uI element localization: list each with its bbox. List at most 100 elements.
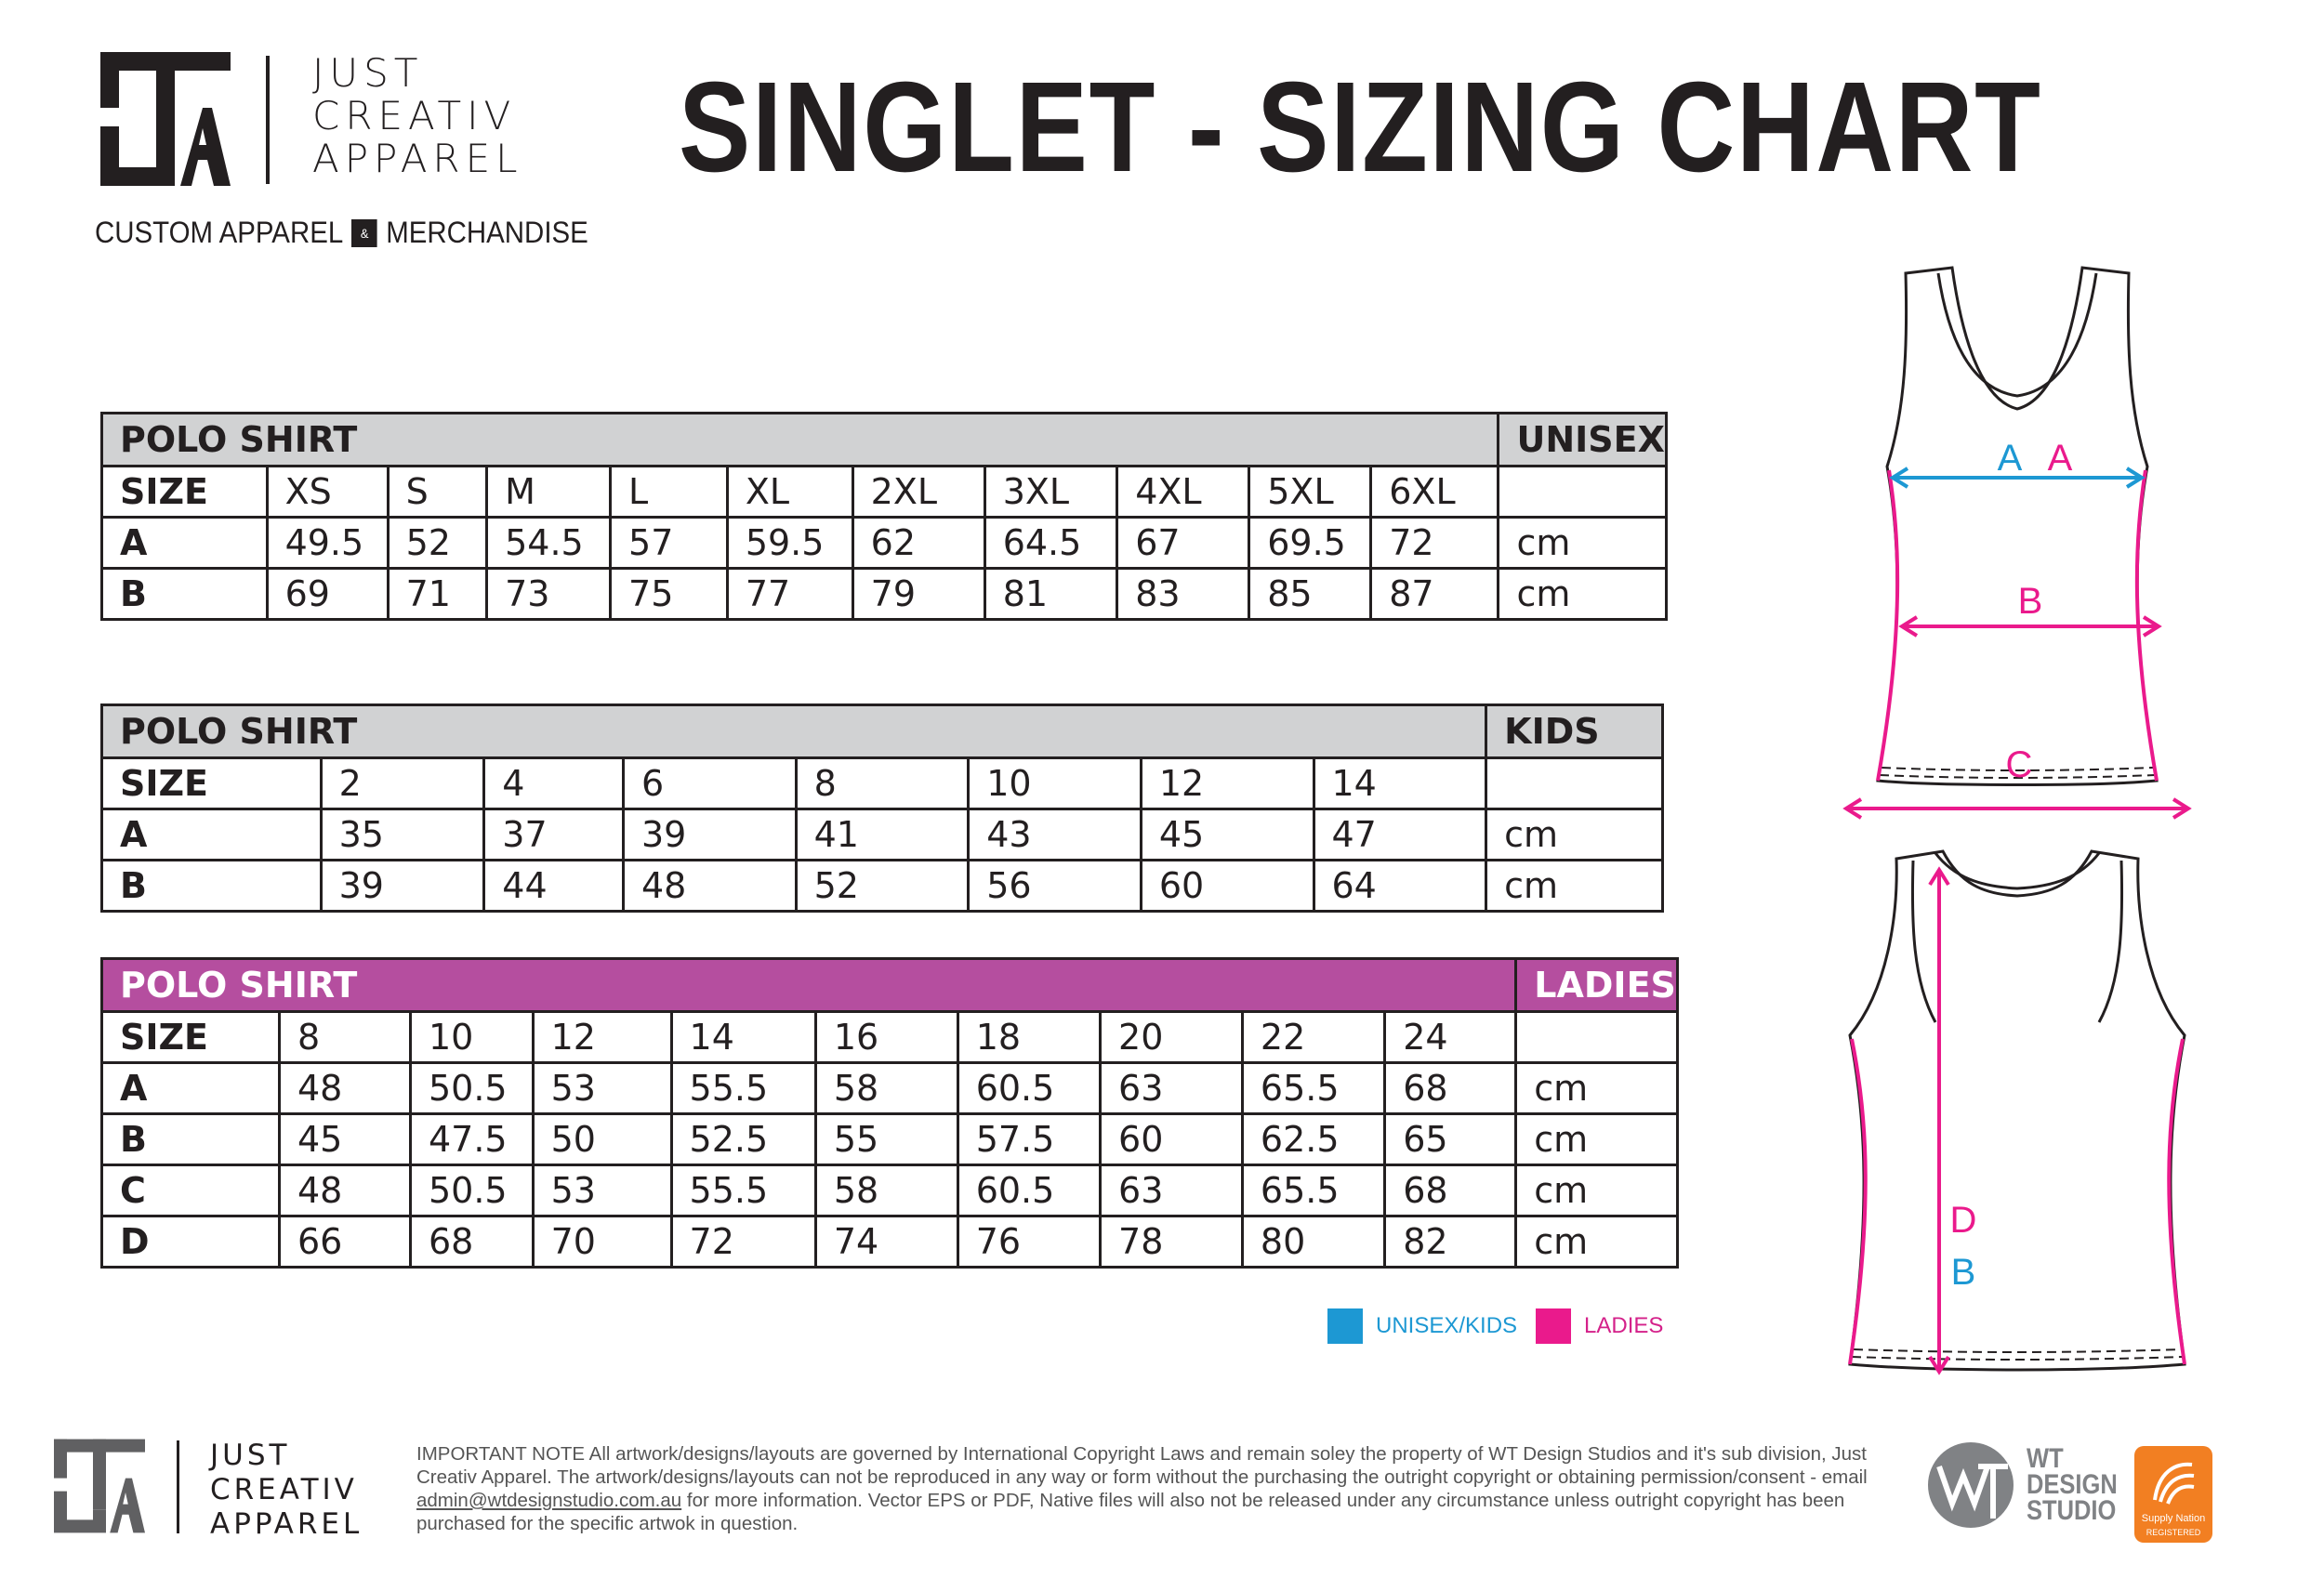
value-cell: 72 — [1369, 516, 1500, 570]
unisex-size-table: POLO SHIRT UNISEX SIZE XS S M L XL 2XL 3… — [99, 412, 1668, 621]
value-cell: 59.5 — [725, 516, 854, 570]
size-cell: 16 — [813, 1010, 959, 1064]
value-cell: 66 — [277, 1215, 412, 1269]
value-cell: 50.5 — [408, 1061, 535, 1115]
singlet-back-armhole-left — [1910, 860, 1937, 1023]
value-cell: 64 — [1312, 859, 1488, 913]
value-cell: 58 — [813, 1164, 959, 1217]
value-cell: 52.5 — [669, 1112, 817, 1166]
value-cell: 69 — [265, 567, 390, 621]
size-cell: L — [609, 465, 729, 519]
row-label: SIZE — [100, 756, 323, 810]
value-cell: 58 — [813, 1061, 959, 1115]
row-label: C — [100, 1164, 281, 1217]
footer-brand-divider — [177, 1440, 179, 1533]
value-cell: 50.5 — [408, 1164, 535, 1217]
supply-nation-badge: Supply Nation REGISTERED — [2134, 1446, 2212, 1543]
singlet-back-outline — [1848, 849, 2186, 1372]
row-label: B — [100, 859, 323, 913]
unisex-kids-legend-label: UNISEX/KIDS — [1376, 1313, 1518, 1338]
brand-tagline: CUSTOM APPAREL & MERCHANDISE — [95, 216, 588, 250]
page-title: SINGLET - SIZING CHART — [679, 56, 2042, 199]
value-cell: 67 — [1116, 516, 1251, 570]
size-cell: 12 — [1139, 756, 1315, 810]
wt-line-2: DESIGN — [2027, 1469, 2118, 1500]
back-side-seam-left — [1848, 1038, 1868, 1365]
front-label-a-ladies: A — [2048, 438, 2073, 479]
supply-nation-label: Supply Nation — [2141, 1513, 2206, 1524]
color-legend: UNISEX/KIDS LADIES — [1327, 1308, 1663, 1344]
table-title: POLO SHIRT — [99, 703, 1488, 759]
footer-brand-name: JUST CREATIV APPAREL — [210, 1439, 363, 1542]
unisex-kids-swatch — [1327, 1308, 1363, 1344]
measure-a-line — [1889, 467, 2146, 489]
unit-cell: cm — [1485, 859, 1664, 913]
row-label: A — [100, 516, 269, 570]
tagline-ampersand: & — [351, 218, 378, 247]
value-cell: 62 — [851, 516, 986, 570]
singlet-front-hem-stitch-2 — [1879, 774, 2156, 779]
singlet-front-diagram: A A B C — [1842, 266, 2192, 820]
value-cell: 45 — [1139, 808, 1315, 861]
unit-cell: cm — [1514, 1061, 1679, 1115]
size-row: SIZE 8 10 12 14 16 18 20 22 24 — [100, 1010, 1679, 1064]
measure-c-line — [1842, 797, 2192, 820]
value-cell: 52 — [386, 516, 489, 570]
footer-brand-line-3: APPAREL — [210, 1507, 363, 1541]
value-cell: 43 — [967, 808, 1142, 861]
value-cell: 48 — [277, 1061, 412, 1115]
measure-d-line — [1928, 866, 1950, 1375]
value-cell: 55.5 — [669, 1164, 817, 1217]
value-cell: 55 — [813, 1112, 959, 1166]
front-label-b: B — [2018, 581, 2043, 622]
brand-name: JUST CREATIV APPAREL — [312, 52, 523, 180]
brand-name-line-1: JUST — [312, 50, 424, 96]
kids-size-table: POLO SHIRT KIDS SIZE 2 4 6 8 10 12 14 A … — [99, 703, 1664, 913]
size-cell: 2XL — [851, 465, 986, 519]
value-cell: 82 — [1383, 1215, 1518, 1269]
measure-b-line — [1898, 615, 2162, 638]
value-cell: 72 — [669, 1215, 817, 1269]
back-label-d: D — [1950, 1200, 1977, 1241]
value-cell: 75 — [609, 567, 729, 621]
unit-cell — [1485, 756, 1664, 810]
brand-name-line-3: APPAREL — [312, 136, 523, 181]
unit-cell: cm — [1485, 808, 1664, 861]
tagline-left: CUSTOM APPAREL — [95, 216, 344, 249]
ladies-swatch — [1536, 1308, 1572, 1344]
value-cell: 68 — [408, 1215, 535, 1269]
value-cell: 56 — [967, 859, 1142, 913]
wt-design-studio-name: WT DESIGN STUDIO — [2027, 1445, 2133, 1525]
measurement-row: B 45 47.5 50 52.5 55 57.5 60 62.5 65 cm — [100, 1112, 1679, 1166]
value-cell: 69.5 — [1248, 516, 1373, 570]
row-label: A — [100, 1061, 281, 1115]
value-cell: 53 — [531, 1061, 673, 1115]
value-cell: 57.5 — [956, 1112, 1103, 1166]
value-cell: 53 — [531, 1164, 673, 1217]
size-cell: 20 — [1099, 1010, 1244, 1064]
value-cell: 60 — [1139, 859, 1315, 913]
size-cell: 6 — [622, 756, 798, 810]
singlet-back-diagram: D B — [1848, 849, 2186, 1375]
value-cell: 39 — [319, 859, 486, 913]
value-cell: 65 — [1383, 1112, 1518, 1166]
back-label-b: B — [1951, 1252, 1976, 1293]
size-cell: M — [485, 465, 613, 519]
contact-email-link[interactable]: admin@wtdesignstudio.com.au — [416, 1490, 682, 1511]
table-header-row: POLO SHIRT UNISEX — [99, 412, 1668, 467]
unit-cell: cm — [1497, 567, 1668, 621]
singlet-back-hem-stitch — [1853, 1348, 2182, 1353]
size-cell: 4XL — [1116, 465, 1251, 519]
size-cell: 10 — [408, 1010, 535, 1064]
footer-brand-line-2: CREATIV — [210, 1473, 358, 1506]
value-cell: 60.5 — [956, 1164, 1103, 1217]
front-side-seam-left — [1876, 469, 1900, 782]
table-category: LADIES — [1514, 957, 1679, 1013]
value-cell: 63 — [1099, 1164, 1244, 1217]
value-cell: 62.5 — [1240, 1112, 1387, 1166]
table-category: UNISEX — [1497, 412, 1668, 467]
singlet-back-armhole-right — [2097, 860, 2124, 1023]
value-cell: 80 — [1240, 1215, 1387, 1269]
value-cell: 74 — [813, 1215, 959, 1269]
size-cell: 10 — [967, 756, 1142, 810]
